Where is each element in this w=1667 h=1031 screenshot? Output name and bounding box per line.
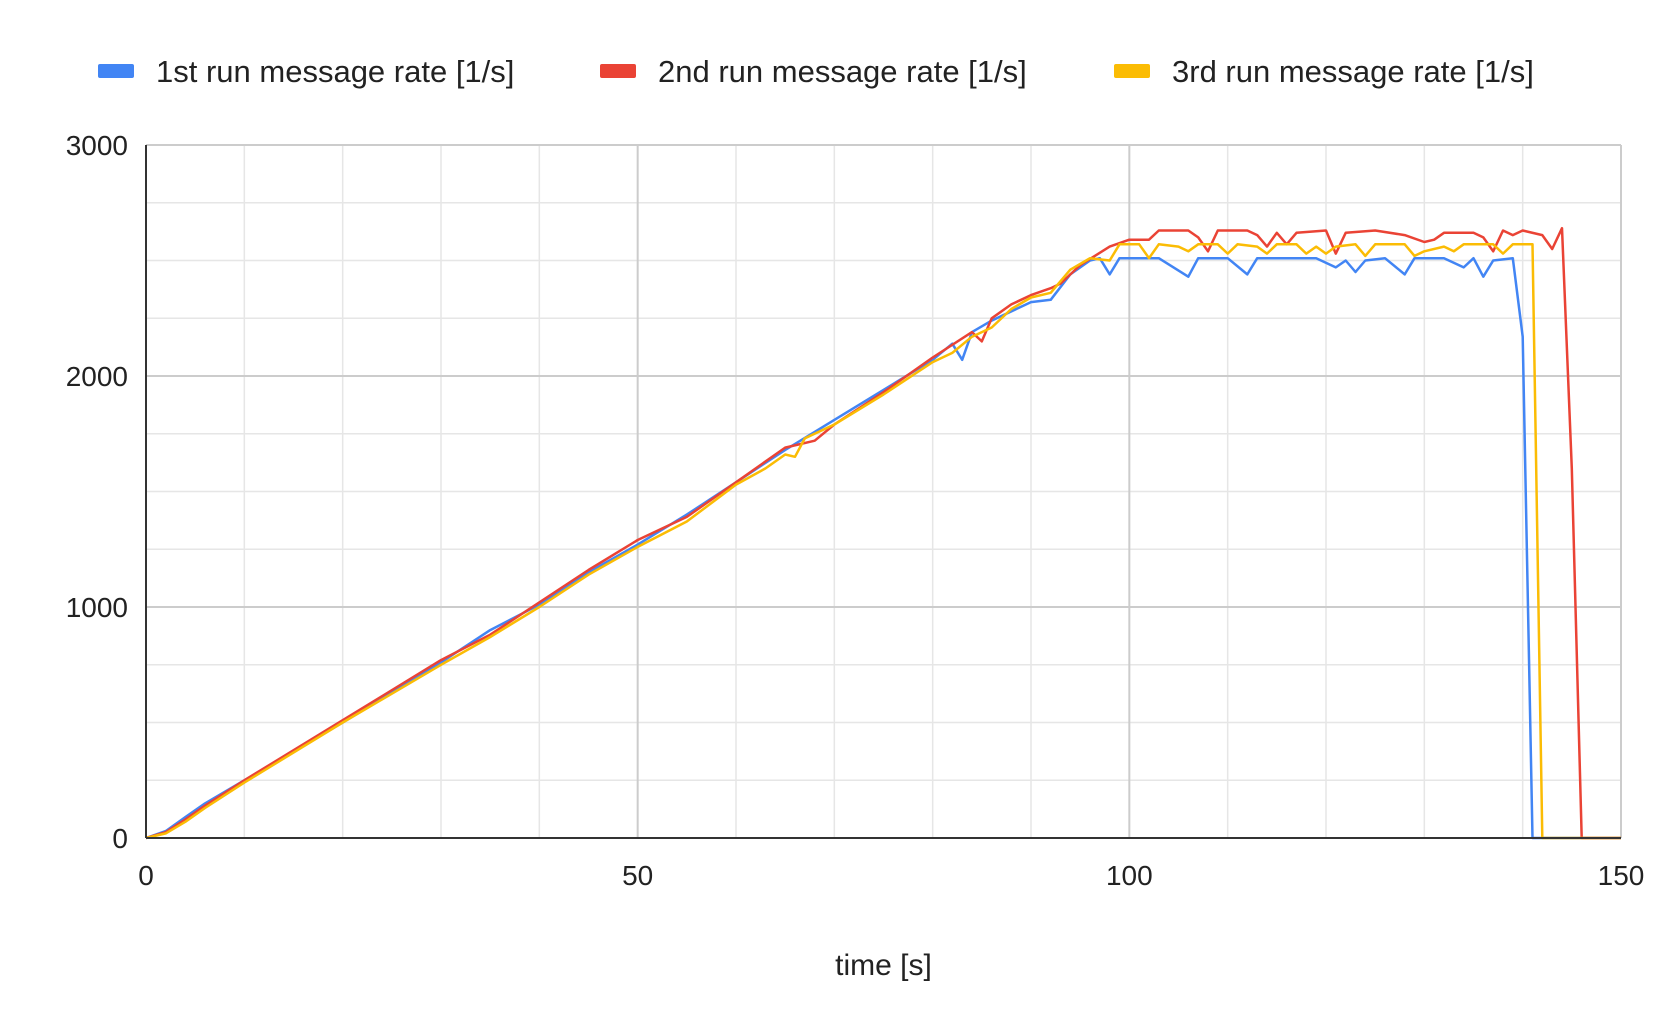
series-line-2 — [145, 226, 1621, 840]
series-line-3 — [145, 243, 1621, 840]
legend: 1st run message rate [1/s] 2nd run messag… — [98, 54, 1534, 89]
legend-label: 1st run message rate [1/s] — [156, 54, 514, 89]
y-axis-tick-labels: 0 1000 2000 3000 — [66, 130, 128, 854]
x-axis-tick-labels: 0 50 100 150 — [138, 860, 1644, 891]
legend-item-1: 1st run message rate [1/s] — [98, 54, 514, 89]
legend-item-3: 3rd run message rate [1/s] — [1114, 54, 1534, 89]
legend-swatch — [1114, 64, 1150, 78]
x-axis-title: time [s] — [835, 949, 932, 982]
y-tick-label: 2000 — [66, 361, 128, 392]
legend-item-2: 2nd run message rate [1/s] — [600, 54, 1027, 89]
y-tick-label: 0 — [112, 823, 128, 854]
major-gridlines — [146, 144, 1622, 838]
series-line-1 — [145, 256, 1621, 840]
minor-gridlines — [146, 145, 1621, 838]
legend-label: 3rd run message rate [1/s] — [1172, 54, 1534, 89]
x-tick-label: 150 — [1598, 860, 1645, 891]
y-tick-label: 3000 — [66, 130, 128, 161]
legend-label: 2nd run message rate [1/s] — [658, 54, 1027, 89]
x-tick-label: 0 — [138, 860, 154, 891]
x-tick-label: 50 — [622, 860, 653, 891]
x-tick-label: 100 — [1106, 860, 1153, 891]
legend-swatch — [600, 64, 636, 78]
legend-swatch — [98, 64, 134, 78]
series-lines — [145, 226, 1621, 840]
y-tick-label: 1000 — [66, 592, 128, 623]
